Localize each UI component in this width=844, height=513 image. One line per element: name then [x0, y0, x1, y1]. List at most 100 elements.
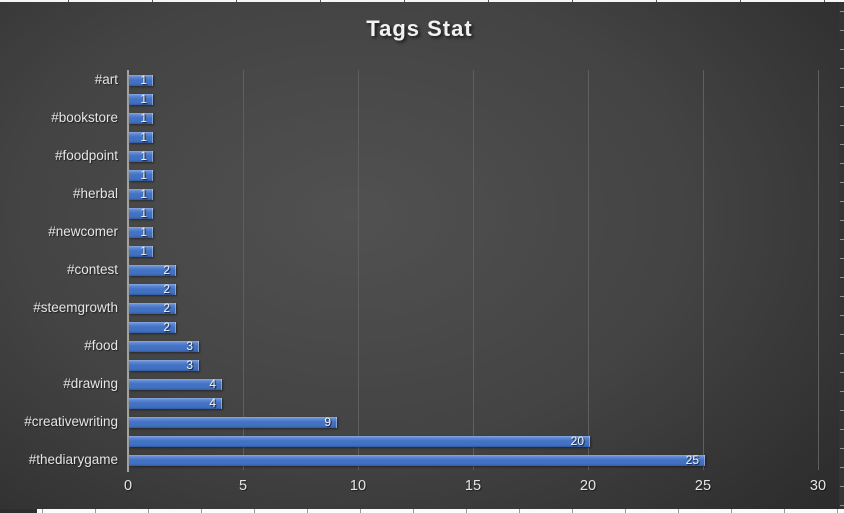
bar-row-4[interactable] — [129, 132, 153, 143]
bar-newcomer[interactable] — [129, 227, 153, 238]
row-border-mark — [840, 11, 844, 12]
row-border-mark — [840, 182, 844, 183]
column-border-mark — [254, 509, 255, 513]
column-border-mark — [656, 0, 657, 2]
column-border-mark — [572, 0, 573, 2]
bar-thediarygame[interactable] — [129, 455, 705, 466]
x-axis-tick-label: 10 — [349, 478, 367, 494]
row-border-mark — [840, 277, 844, 278]
spreadsheet-bottom-row-sliver — [37, 509, 844, 513]
bar-row-2[interactable] — [129, 94, 153, 105]
column-border-mark — [320, 0, 321, 2]
bar-steemgrowth[interactable] — [129, 303, 176, 314]
bar-contest[interactable] — [129, 265, 176, 276]
row-border-mark — [840, 467, 844, 468]
row-border-mark — [840, 30, 844, 31]
bar-row-6[interactable] — [129, 170, 153, 181]
row-border-mark — [840, 391, 844, 392]
category-label-art: #art — [94, 72, 118, 87]
row-border-mark — [840, 106, 844, 107]
gridline-x-5 — [243, 70, 244, 470]
category-label-thediarygame: #thediarygame — [28, 452, 118, 467]
row-border-mark — [840, 68, 844, 69]
category-label-contest: #contest — [66, 262, 118, 277]
row-border-mark — [840, 505, 844, 506]
column-border-mark — [404, 0, 405, 2]
gridline-x-30 — [818, 70, 819, 470]
bar-row-16[interactable] — [129, 360, 199, 371]
category-label-steemgrowth: #steemgrowth — [33, 300, 118, 315]
row-border-mark — [840, 239, 844, 240]
column-border-mark — [201, 509, 202, 513]
category-label-bookstore: #bookstore — [51, 110, 118, 125]
gridline-x-15 — [473, 70, 474, 470]
gridline-x-10 — [358, 70, 359, 470]
row-border-mark — [840, 334, 844, 335]
x-axis-tick-label: 15 — [464, 478, 482, 494]
column-border-mark — [784, 509, 785, 513]
x-axis-tick-label: 30 — [809, 478, 827, 494]
column-border-mark — [572, 509, 573, 513]
column-border-mark — [678, 509, 679, 513]
gridline-x-25 — [703, 70, 704, 470]
column-border-mark — [360, 509, 361, 513]
bar-herbal[interactable] — [129, 189, 153, 200]
category-label-creativewriting: #creativewriting — [24, 414, 118, 429]
spreadsheet-top-row-sliver — [0, 0, 844, 2]
bar-row-10[interactable] — [129, 246, 153, 257]
column-border-mark — [824, 0, 825, 2]
bar-art[interactable] — [129, 75, 153, 86]
column-border-mark — [488, 0, 489, 2]
row-border-mark — [840, 125, 844, 126]
row-border-mark — [840, 258, 844, 259]
column-border-mark — [413, 509, 414, 513]
spreadsheet-right-column-sliver — [839, 2, 844, 509]
row-border-mark — [840, 144, 844, 145]
column-border-mark — [307, 509, 308, 513]
category-label-foodpoint: #foodpoint — [54, 148, 118, 163]
row-border-mark — [840, 353, 844, 354]
bar-drawing[interactable] — [129, 379, 222, 390]
category-label-herbal: #herbal — [72, 186, 118, 201]
bar-row-20[interactable] — [129, 436, 590, 447]
bar-foodpoint[interactable] — [129, 151, 153, 162]
category-label-drawing: #drawing — [63, 376, 118, 391]
bar-row-12[interactable] — [129, 284, 176, 295]
row-border-mark — [840, 296, 844, 297]
gridline-x-20 — [588, 70, 589, 470]
x-axis-tick-label: 20 — [579, 478, 597, 494]
row-border-mark — [840, 372, 844, 373]
bar-food[interactable] — [129, 341, 199, 352]
x-axis-tick-label: 25 — [694, 478, 712, 494]
column-border-mark — [42, 509, 43, 513]
row-border-mark — [840, 315, 844, 316]
x-axis-tick-label: 0 — [123, 478, 133, 494]
column-border-mark — [837, 509, 838, 513]
bar-row-18[interactable] — [129, 398, 222, 409]
column-border-mark — [152, 0, 153, 2]
row-border-mark — [840, 486, 844, 487]
row-border-mark — [840, 429, 844, 430]
bar-row-8[interactable] — [129, 208, 153, 219]
category-label-newcomer: #newcomer — [48, 224, 118, 239]
x-axis-tick-label: 5 — [238, 478, 248, 494]
category-axis-line — [127, 70, 129, 472]
column-border-mark — [731, 509, 732, 513]
bar-creativewriting[interactable] — [129, 417, 337, 428]
row-border-mark — [840, 201, 844, 202]
column-border-mark — [519, 509, 520, 513]
column-border-mark — [95, 509, 96, 513]
bar-row-14[interactable] — [129, 322, 176, 333]
row-border-mark — [840, 87, 844, 88]
category-label-food: #food — [84, 338, 118, 353]
row-border-mark — [840, 49, 844, 50]
chart-title[interactable]: Tags Stat — [366, 16, 473, 41]
row-border-mark — [840, 410, 844, 411]
column-border-mark — [740, 0, 741, 2]
column-border-mark — [466, 509, 467, 513]
bar-bookstore[interactable] — [129, 113, 153, 124]
row-border-mark — [840, 448, 844, 449]
